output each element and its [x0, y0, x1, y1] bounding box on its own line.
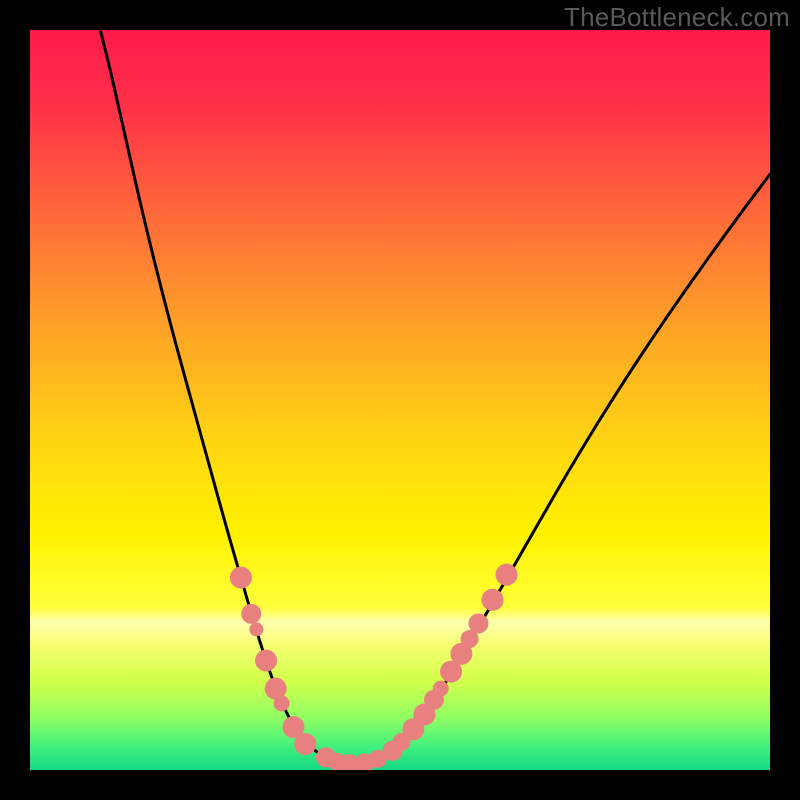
- plot-background: [30, 30, 770, 770]
- marker-right-9: [468, 613, 488, 633]
- marker-left-5: [274, 695, 290, 711]
- marker-left-3: [255, 649, 277, 671]
- chart-root: TheBottleneck.com: [0, 0, 800, 800]
- watermark-text: TheBottleneck.com: [564, 2, 790, 33]
- marker-left-1: [241, 604, 261, 624]
- marker-left-0: [230, 567, 252, 589]
- marker-right-11: [496, 564, 518, 586]
- bottleneck-chart: [0, 0, 800, 800]
- marker-right-10: [482, 589, 504, 611]
- marker-left-2: [249, 622, 263, 636]
- marker-right-5: [433, 681, 449, 697]
- marker-left-7: [294, 733, 316, 755]
